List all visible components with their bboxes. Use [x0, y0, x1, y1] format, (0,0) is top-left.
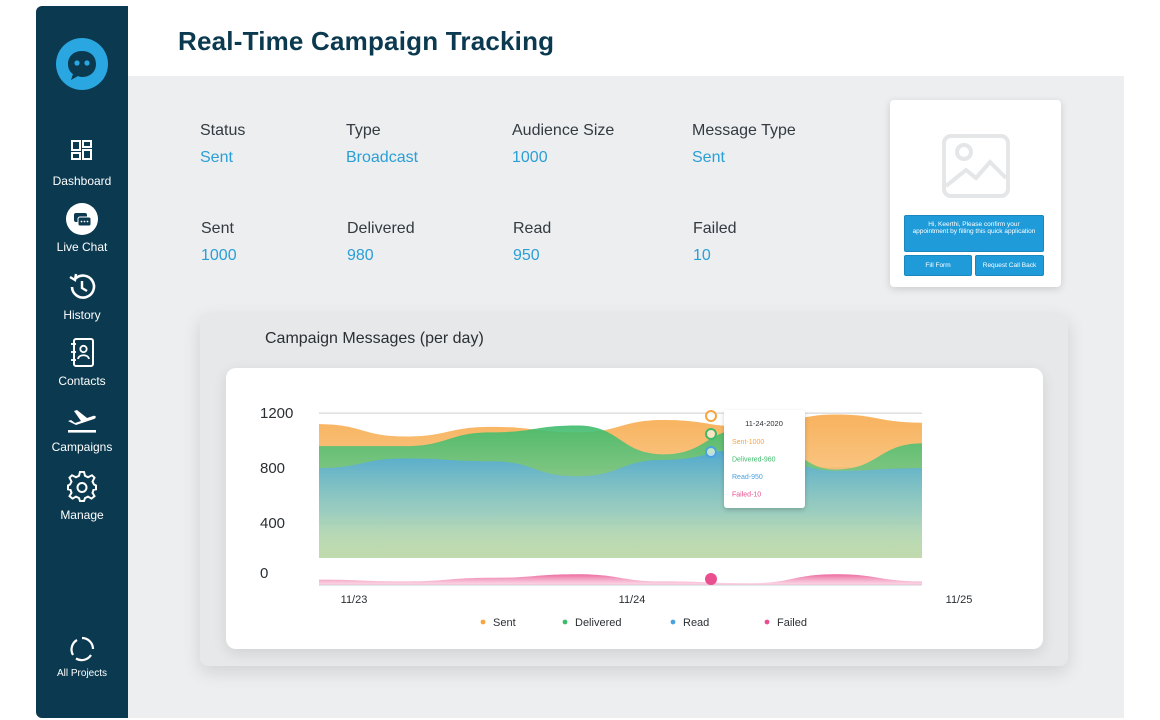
x-tick-label: 11/24	[619, 594, 646, 606]
tooltip-line: Delivered-960	[732, 457, 776, 464]
header: Real-Time Campaign Tracking	[128, 0, 1124, 76]
sidebar-item-live-chat[interactable]: Live Chat	[36, 202, 128, 254]
y-tick-label: 800	[260, 460, 285, 477]
dashboard-icon	[71, 140, 92, 160]
stat-label: Delivered	[347, 220, 415, 237]
tooltip-line: Failed-10	[732, 492, 761, 499]
legend-swatch	[764, 619, 770, 625]
legend-swatch	[670, 619, 676, 625]
stat-audience-size: Audience Size 1000	[512, 122, 614, 167]
marker-delivered	[705, 428, 717, 440]
area-chart: 1200 800 400 0 11/23 11/24 11/25 11-24-2020 Sen…	[260, 405, 973, 629]
stat-value: Sent	[692, 149, 725, 166]
refresh-icon	[70, 636, 95, 662]
preview-message-bubble: Hi, Keerthi, Please confirm your appoint…	[904, 215, 1044, 252]
stat-label: Read	[513, 220, 552, 237]
plane-icon	[68, 410, 96, 433]
sidebar-item-campaigns[interactable]: Campaigns	[36, 402, 128, 454]
sidebar-item-label: Manage	[60, 508, 104, 522]
x-tick-label: 11/25	[946, 594, 973, 606]
chat-logo-icon[interactable]	[56, 38, 108, 90]
gear-icon	[67, 470, 97, 502]
stat-value: 950	[513, 247, 540, 264]
sidebar-item-label: Campaigns	[51, 440, 113, 454]
fill-form-button[interactable]: Fill Form	[904, 255, 972, 276]
stat-label: Status	[200, 122, 246, 139]
sidebar-item-contacts[interactable]: Contacts	[36, 336, 128, 388]
legend-swatch	[562, 619, 568, 625]
stat-sent: Sent 1000	[201, 220, 237, 265]
campaign-chart-panel: Campaign Messages (per day)	[200, 314, 1068, 666]
sidebar-item-history[interactable]: History	[36, 270, 128, 322]
stat-value: 10	[693, 247, 711, 264]
legend-swatch	[480, 619, 486, 625]
stat-read: Read 950	[513, 220, 551, 265]
image-placeholder-icon	[942, 134, 1010, 198]
stat-message-type: Message Type Sent	[692, 122, 796, 167]
x-tick-label: 11/23	[341, 594, 368, 606]
sidebar-item-label: Live Chat	[56, 240, 108, 254]
y-tick-label: 1200	[260, 405, 293, 422]
stat-label: Audience Size	[512, 122, 615, 139]
stat-value: Broadcast	[346, 149, 419, 166]
history-icon	[69, 273, 96, 299]
tooltip-line: Sent-1000	[732, 439, 764, 446]
stat-label: Message Type	[692, 122, 796, 139]
stat-type: Type Broadcast	[346, 122, 418, 167]
stat-value: 1000	[201, 247, 237, 264]
sidebar-item-label: Contacts	[58, 374, 106, 388]
tooltip-date: 11-24-2020	[745, 419, 783, 428]
y-tick-label: 400	[260, 515, 285, 532]
live-chat-icon	[66, 203, 98, 235]
stat-label: Type	[346, 122, 381, 139]
contacts-icon	[71, 338, 94, 367]
sidebar: Dashboard Live Chat History	[36, 6, 128, 718]
chart-card: 1200 800 400 0 11/23 11/24 11/25 11-24-2020 Sen…	[226, 368, 1043, 649]
chart-tooltip	[724, 410, 805, 508]
stat-value: 1000	[512, 149, 548, 166]
sidebar-item-dashboard[interactable]: Dashboard	[36, 136, 128, 188]
legend-label[interactable]: Read	[683, 617, 709, 629]
area-failed	[319, 574, 922, 585]
sidebar-item-label: History	[63, 308, 101, 322]
request-call-back-button[interactable]: Request Call Back	[975, 255, 1044, 276]
stat-failed: Failed 10	[693, 220, 737, 265]
marker-sent	[705, 410, 717, 422]
legend-label[interactable]: Delivered	[575, 617, 621, 629]
stat-value: Sent	[200, 149, 233, 166]
legend-label[interactable]: Sent	[493, 617, 516, 629]
y-tick-label: 0	[260, 565, 268, 582]
sidebar-item-all-projects[interactable]: All Projects	[36, 634, 128, 679]
stat-value: 980	[347, 247, 374, 264]
stat-status: Status Sent	[200, 122, 245, 167]
sidebar-item-manage[interactable]: Manage	[36, 470, 128, 522]
sidebar-item-label: Dashboard	[52, 174, 112, 188]
tooltip-line: Read-950	[732, 474, 763, 481]
marker-failed	[705, 573, 717, 585]
sidebar-item-label: All Projects	[56, 668, 107, 679]
stat-delivered: Delivered 980	[347, 220, 415, 265]
stat-label: Sent	[201, 220, 234, 237]
stat-label: Failed	[693, 220, 737, 237]
chart-title: Campaign Messages (per day)	[265, 330, 484, 347]
marker-read	[705, 446, 717, 458]
main-content: Status Sent Type Broadcast Audience Size…	[128, 76, 1124, 718]
legend-label[interactable]: Failed	[777, 617, 807, 629]
page-title: Real-Time Campaign Tracking	[178, 26, 555, 56]
message-preview-card: Hi, Keerthi, Please confirm your appoint…	[890, 100, 1061, 287]
